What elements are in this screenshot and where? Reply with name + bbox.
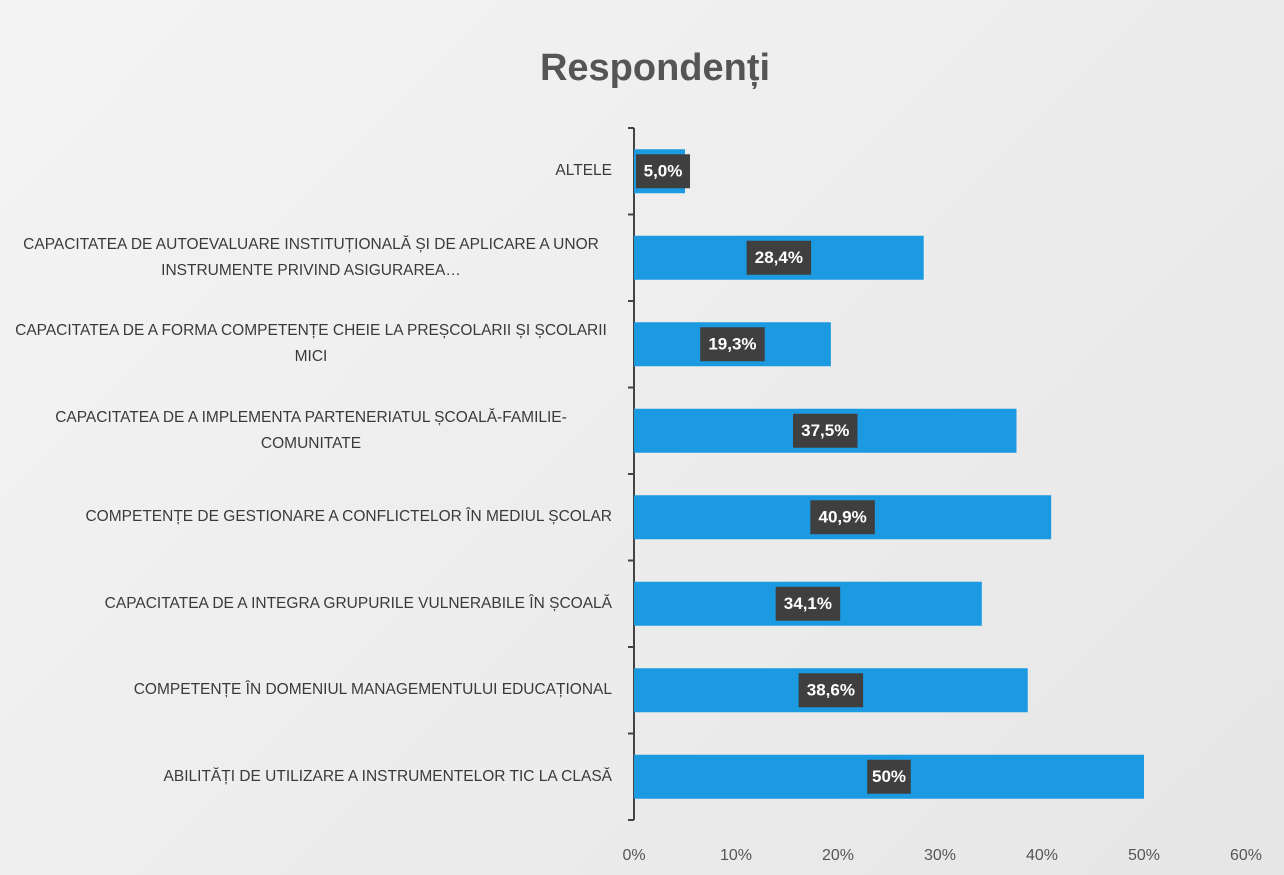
category-text: COMPETENȚE DE GESTIONARE A CONFLICTELOR …	[85, 508, 612, 526]
x-tick-label: 30%	[924, 847, 956, 864]
value-label-box	[700, 327, 765, 362]
category-label: COMPETENȚE DE GESTIONARE A CONFLICTELOR …	[10, 474, 612, 561]
category-text: COMPETENȚE ÎN DOMENIUL MANAGEMENTULUI ED…	[133, 681, 612, 699]
value-label-box	[867, 759, 911, 794]
category-text: CAPACITATEA DE A INTEGRA GRUPURILE VULNE…	[104, 594, 612, 612]
category-text: CAPACITATEA DE A FORMA COMPETENȚE CHEIE …	[15, 322, 607, 366]
category-label: ALTELE	[10, 128, 612, 215]
value-label: 37,5%	[801, 421, 849, 440]
category-text: ABILITĂȚI DE UTILIZARE A INSTRUMENTELOR …	[163, 767, 612, 785]
x-tick-label: 10%	[720, 847, 752, 864]
value-label-box	[798, 673, 864, 708]
x-tick-label: 50%	[1128, 847, 1160, 864]
value-label: 28,4%	[755, 248, 803, 267]
value-label-box	[775, 586, 841, 621]
value-label: 40,9%	[818, 508, 866, 527]
x-tick-label: 40%	[1026, 847, 1058, 864]
value-label-box	[793, 413, 858, 448]
value-label: 5,0%	[644, 162, 683, 181]
value-label-box	[636, 154, 690, 189]
value-label-box	[810, 500, 875, 535]
category-text: CAPACITATEA DE A IMPLEMENTA PARTENERIATU…	[55, 408, 567, 452]
category-label: CAPACITATEA DE A IMPLEMENTA PARTENERIATU…	[10, 388, 612, 475]
value-label: 19,3%	[708, 335, 756, 354]
value-label-box	[746, 240, 812, 275]
category-label: ABILITĂȚI DE UTILIZARE A INSTRUMENTELOR …	[10, 734, 612, 821]
chart-title: Respondenți	[540, 47, 770, 89]
category-text: ALTELE	[555, 162, 612, 180]
value-label: 34,1%	[784, 594, 832, 613]
x-tick-label: 20%	[822, 847, 854, 864]
value-label: 50%	[872, 767, 906, 786]
category-label: CAPACITATEA DE A INTEGRA GRUPURILE VULNE…	[10, 561, 612, 648]
value-label: 38,6%	[807, 681, 855, 700]
category-label: CAPACITATEA DE A FORMA COMPETENȚE CHEIE …	[10, 301, 612, 388]
category-text: CAPACITATEA DE AUTOEVALUARE INSTITUȚIONA…	[23, 235, 599, 279]
category-label: COMPETENȚE ÎN DOMENIUL MANAGEMENTULUI ED…	[10, 647, 612, 734]
x-tick-label: 0%	[622, 847, 645, 864]
category-label: CAPACITATEA DE AUTOEVALUARE INSTITUȚIONA…	[10, 215, 612, 302]
x-tick-label: 60%	[1230, 847, 1262, 864]
